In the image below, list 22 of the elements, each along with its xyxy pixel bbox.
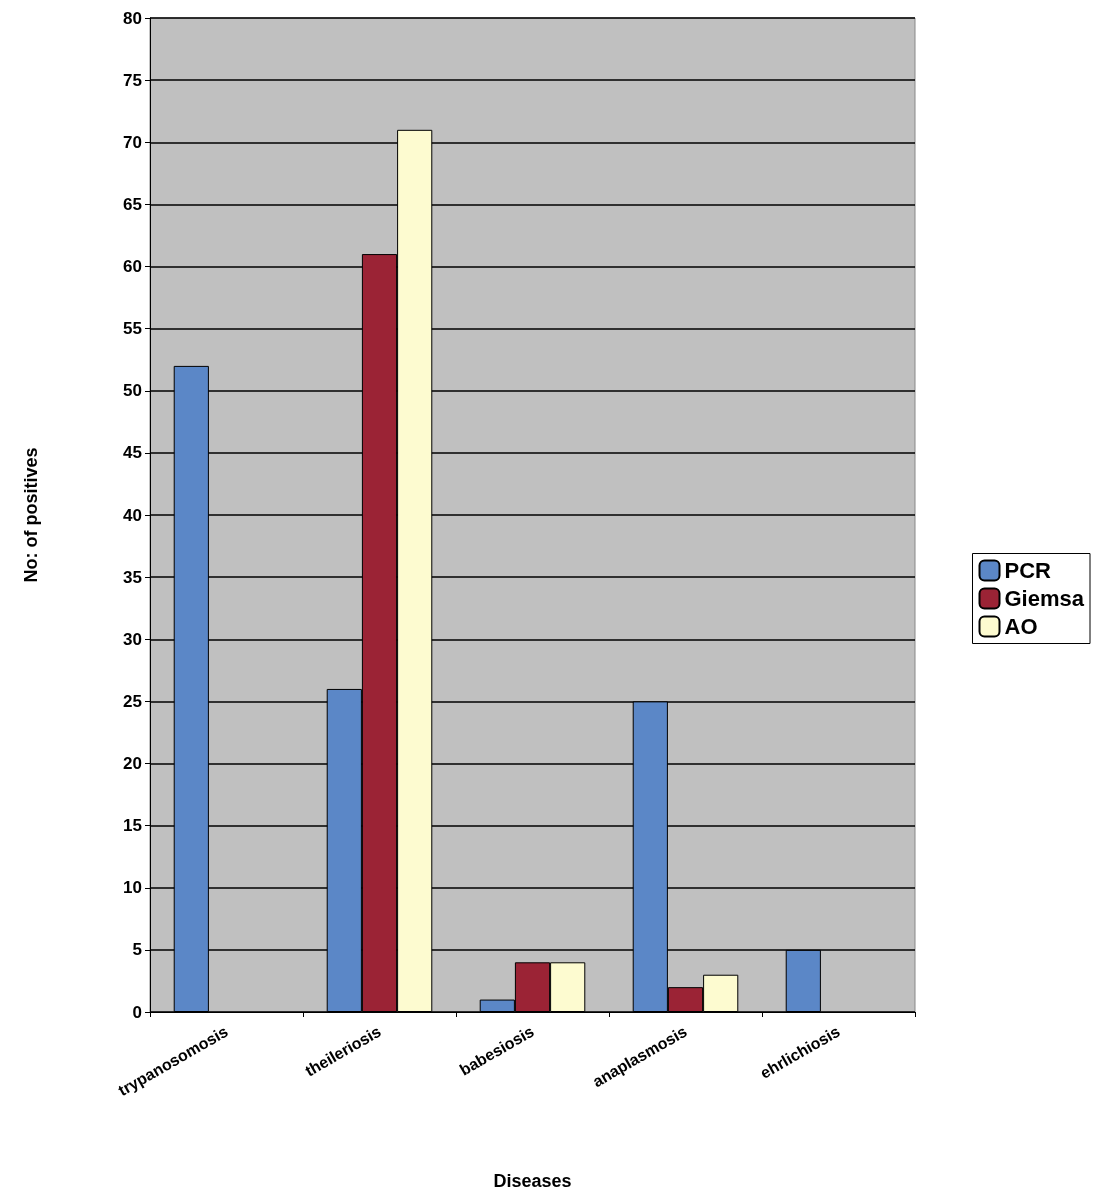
y-tick-label: 70	[123, 132, 142, 152]
y-tick-label: 15	[123, 816, 142, 836]
y-tick-label: 5	[132, 940, 142, 960]
y-tick-label: 0	[132, 1002, 142, 1022]
y-tick-label: 45	[123, 443, 142, 463]
y-tick-label: 20	[123, 754, 142, 773]
y-tick-label: 55	[123, 319, 142, 339]
y-tick-label: 75	[123, 70, 142, 90]
y-tick-label: 80	[123, 8, 142, 28]
y-tick-label: 25	[123, 691, 142, 711]
y-tick-label: 30	[123, 629, 142, 649]
legend-label: Giemsa	[1004, 586, 1085, 611]
y-tick-label: 40	[123, 505, 142, 525]
y-axis-title: No: of positives	[21, 447, 41, 583]
y-tick-label: 35	[123, 567, 142, 587]
legend-label: PCR	[1004, 558, 1052, 583]
y-tick-label: 60	[123, 257, 142, 276]
legend-label: AO	[1004, 614, 1038, 639]
y-tick-label: 50	[123, 381, 142, 401]
y-tick-label: 10	[123, 878, 142, 898]
y-tick-label: 65	[123, 194, 142, 214]
x-axis-title: Diseases	[493, 1171, 572, 1191]
